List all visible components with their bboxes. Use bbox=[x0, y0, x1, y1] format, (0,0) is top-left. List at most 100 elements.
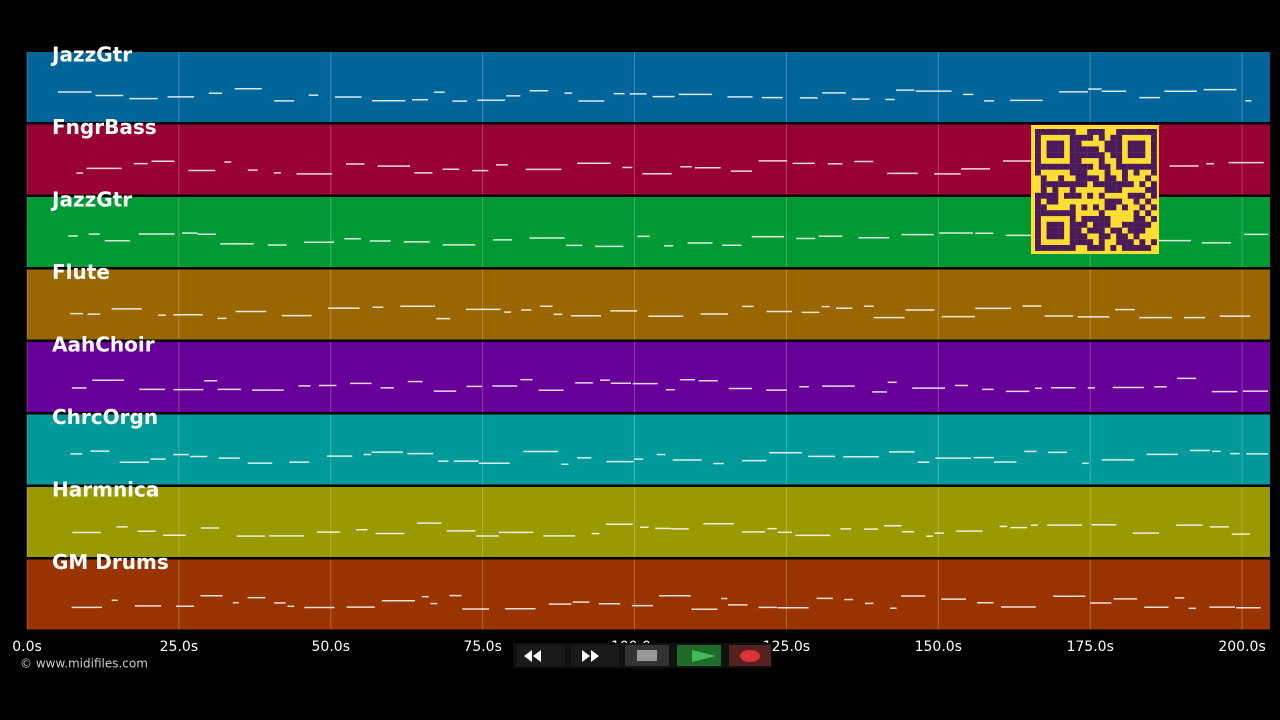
qr-module bbox=[1046, 198, 1053, 205]
qr-module bbox=[1064, 210, 1070, 217]
qr-module bbox=[1139, 227, 1146, 234]
qr-module bbox=[1116, 129, 1123, 135]
qr-module bbox=[1151, 192, 1157, 199]
qr-module bbox=[1110, 152, 1117, 159]
qr-module bbox=[1139, 216, 1146, 222]
qr-module bbox=[1110, 187, 1117, 193]
qr-module bbox=[1069, 181, 1076, 188]
qr-module bbox=[1035, 146, 1041, 153]
qr-module bbox=[1075, 227, 1082, 234]
notes bbox=[71, 594, 1261, 610]
qr-module bbox=[1116, 163, 1123, 170]
rewind-button[interactable] bbox=[517, 645, 565, 666]
qr-module bbox=[1122, 129, 1128, 135]
qr-module bbox=[1052, 221, 1059, 228]
qr-module bbox=[1127, 227, 1134, 234]
qr-module bbox=[1145, 221, 1152, 228]
qr-module bbox=[1110, 134, 1117, 141]
time-tick-label: 50.0s bbox=[312, 639, 350, 655]
qr-module bbox=[1052, 233, 1059, 240]
qr-module bbox=[1052, 210, 1059, 217]
qr-module bbox=[1069, 146, 1076, 153]
qr-module bbox=[1052, 187, 1059, 193]
qr-module bbox=[1046, 245, 1053, 251]
qr-module bbox=[1127, 181, 1134, 188]
qr-module bbox=[1046, 152, 1053, 159]
qr-module bbox=[1087, 239, 1094, 246]
qr-module bbox=[1133, 198, 1140, 205]
track-lane bbox=[27, 559, 1270, 630]
qr-module bbox=[1098, 181, 1105, 188]
qr-module bbox=[1069, 158, 1076, 164]
qr-module bbox=[1110, 204, 1117, 211]
qr-module bbox=[1035, 221, 1041, 228]
fast-forward-button[interactable] bbox=[571, 645, 619, 666]
qr-module bbox=[1052, 163, 1059, 170]
qr-module bbox=[1035, 169, 1041, 176]
qr-module bbox=[1035, 210, 1041, 217]
qr-module bbox=[1064, 181, 1070, 188]
qr-module bbox=[1069, 233, 1076, 240]
qr-module bbox=[1052, 192, 1059, 199]
qr-module bbox=[1069, 245, 1076, 251]
qr-module bbox=[1093, 204, 1099, 211]
qr-module bbox=[1133, 169, 1140, 176]
qr-module bbox=[1081, 169, 1088, 176]
qr-module bbox=[1116, 239, 1123, 246]
qr-code bbox=[1031, 125, 1159, 254]
qr-module bbox=[1104, 140, 1111, 147]
qr-module bbox=[1093, 245, 1099, 251]
qr-module bbox=[1035, 163, 1041, 170]
qr-module bbox=[1104, 169, 1111, 176]
qr-module bbox=[1122, 169, 1128, 176]
qr-module bbox=[1087, 134, 1094, 141]
track-lane bbox=[27, 52, 1270, 122]
qr-module bbox=[1127, 239, 1134, 246]
qr-module bbox=[1075, 152, 1082, 159]
qr-module bbox=[1116, 198, 1123, 205]
qr-module bbox=[1127, 146, 1134, 153]
qr-module bbox=[1058, 181, 1065, 188]
track-name: ChrcOrgn bbox=[52, 405, 158, 429]
qr-module bbox=[1139, 221, 1146, 228]
qr-module bbox=[1081, 216, 1088, 222]
qr-module bbox=[1133, 129, 1140, 135]
track-name: FngrBass bbox=[52, 115, 157, 139]
qr-module bbox=[1110, 198, 1117, 205]
qr-module bbox=[1145, 129, 1152, 135]
time-tick-label: 150.0s bbox=[915, 639, 962, 655]
qr-module bbox=[1151, 152, 1157, 159]
stop-button[interactable] bbox=[625, 645, 669, 666]
qr-module bbox=[1058, 129, 1065, 135]
qr-module bbox=[1151, 239, 1157, 246]
qr-module bbox=[1069, 192, 1076, 199]
qr-module bbox=[1035, 152, 1041, 159]
qr-module bbox=[1151, 146, 1157, 153]
qr-module bbox=[1081, 233, 1088, 240]
qr-module bbox=[1069, 187, 1076, 193]
qr-module bbox=[1081, 163, 1088, 170]
qr-module bbox=[1122, 233, 1128, 240]
qr-module bbox=[1069, 216, 1076, 222]
qr-module bbox=[1081, 181, 1088, 188]
qr-module bbox=[1110, 140, 1117, 147]
qr-module bbox=[1145, 175, 1152, 182]
qr-module bbox=[1069, 163, 1076, 170]
record-button[interactable] bbox=[729, 645, 771, 666]
copyright: © www.midifiles.com bbox=[20, 657, 148, 671]
qr-module bbox=[1093, 146, 1099, 153]
time-tick-label: 125.0s bbox=[763, 639, 810, 655]
notes bbox=[58, 88, 1252, 102]
qr-module bbox=[1040, 210, 1047, 217]
qr-module bbox=[1069, 140, 1076, 147]
qr-module bbox=[1104, 198, 1111, 205]
notes bbox=[71, 377, 1268, 393]
qr-module bbox=[1151, 216, 1157, 222]
play-button[interactable] bbox=[677, 645, 721, 666]
qr-module bbox=[1046, 129, 1053, 135]
qr-module bbox=[1116, 146, 1123, 153]
qr-module bbox=[1098, 134, 1105, 141]
qr-module bbox=[1069, 129, 1076, 135]
qr-module bbox=[1116, 140, 1123, 147]
